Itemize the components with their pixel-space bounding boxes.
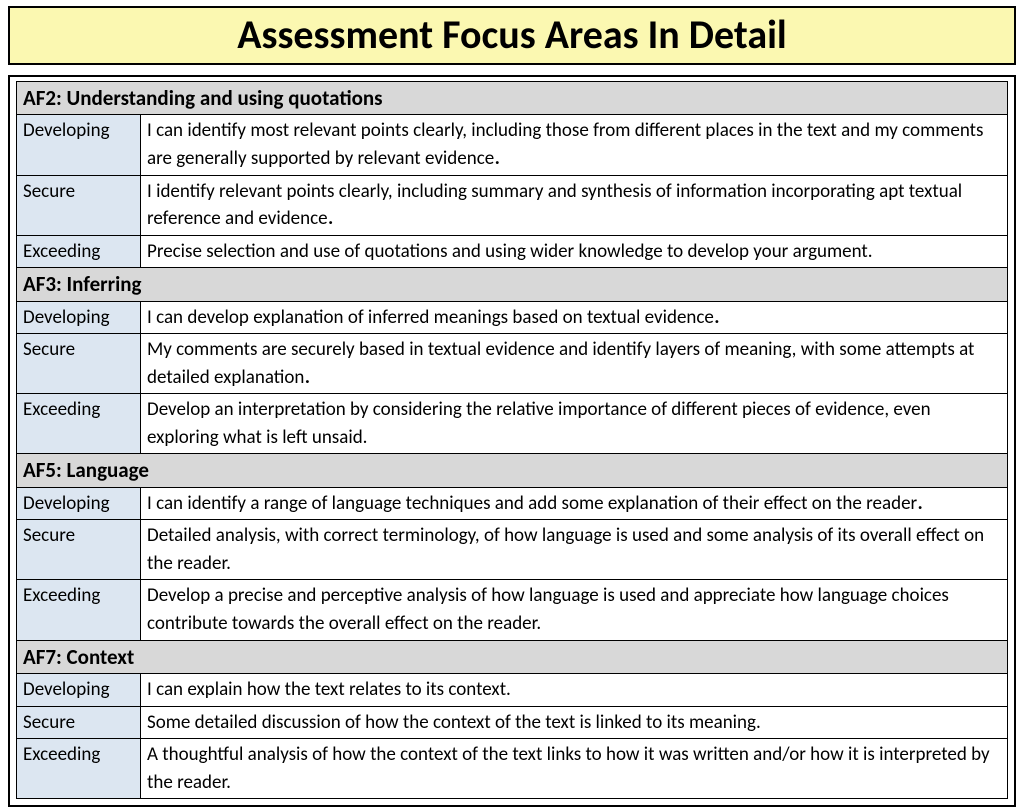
description-text: A thoughtful analysis of how the context…	[147, 743, 990, 794]
table-row: Exceeding Precise selection and use of qu…	[17, 235, 1008, 268]
table-row: Developing I can identify a range of lang…	[17, 487, 1008, 520]
table-row: Developing I can develop explanation of i…	[17, 301, 1008, 334]
period-glyph: .	[917, 487, 923, 516]
description-cell: My comments are securely based in textua…	[141, 334, 1008, 394]
description-cell: I can identify a range of language techn…	[141, 487, 1008, 520]
section-header-cell: AF2: Understanding and using quotations	[17, 82, 1008, 115]
level-cell: Secure	[17, 520, 141, 580]
description-text: I can identify most relevant points clea…	[147, 119, 983, 170]
description-cell: Some detailed discussion of how the cont…	[141, 706, 1008, 739]
period-glyph: .	[494, 142, 500, 171]
description-text: Precise selection and use of quotations …	[147, 240, 873, 263]
level-cell: Secure	[17, 175, 141, 235]
level-cell: Developing	[17, 115, 141, 175]
level-cell: Secure	[17, 706, 141, 739]
description-text: Develop a precise and perceptive analysi…	[147, 584, 949, 635]
period-glyph: .	[714, 301, 720, 330]
section-header-cell: AF7: Context	[17, 640, 1008, 673]
section-header-cell: AF3: Inferring	[17, 268, 1008, 301]
period-glyph: .	[328, 202, 334, 231]
description-cell: Detailed analysis, with correct terminol…	[141, 520, 1008, 580]
description-cell: I can explain how the text relates to it…	[141, 673, 1008, 706]
section-header: AF3: Inferring	[17, 268, 1008, 301]
table-row: Developing I can explain how the text rel…	[17, 673, 1008, 706]
level-cell: Developing	[17, 301, 141, 334]
description-text: Detailed analysis, with correct terminol…	[147, 524, 984, 575]
description-text: Some detailed discussion of how the cont…	[147, 711, 761, 734]
description-cell: I identify relevant points clearly, incl…	[141, 175, 1008, 235]
level-cell: Exceeding	[17, 580, 141, 640]
description-cell: A thoughtful analysis of how the context…	[141, 739, 1008, 799]
level-cell: Developing	[17, 487, 141, 520]
level-cell: Exceeding	[17, 394, 141, 454]
description-text: I can explain how the text relates to it…	[147, 678, 511, 701]
description-cell: Develop an interpretation by considering…	[141, 394, 1008, 454]
table-frame: AF2: Understanding and using quotationsD…	[8, 75, 1016, 807]
description-cell: Develop a precise and perceptive analysi…	[141, 580, 1008, 640]
section-header: AF5: Language	[17, 454, 1008, 487]
description-cell: I can identify most relevant points clea…	[141, 115, 1008, 175]
table-row: SecureMy comments are securely based in …	[17, 334, 1008, 394]
section-header-cell: AF5: Language	[17, 454, 1008, 487]
period-glyph: .	[304, 361, 310, 390]
description-text: I identify relevant points clearly, incl…	[147, 180, 962, 231]
table-row: SecureDetailed analysis, with correct te…	[17, 520, 1008, 580]
table-row: SecureI identify relevant points clearly…	[17, 175, 1008, 235]
table-row: Secure Some detailed discussion of how th…	[17, 706, 1008, 739]
assessment-table: AF2: Understanding and using quotationsD…	[16, 81, 1008, 799]
section-header: AF2: Understanding and using quotations	[17, 82, 1008, 115]
page-title: Assessment Focus Areas In Detail	[8, 6, 1016, 65]
description-text: Develop an interpretation by considering…	[147, 398, 931, 449]
section-header: AF7: Context	[17, 640, 1008, 673]
level-cell: Exceeding	[17, 739, 141, 799]
table-row: DevelopingI can identify most relevant p…	[17, 115, 1008, 175]
level-cell: Developing	[17, 673, 141, 706]
table-row: ExceedingA thoughtful analysis of how th…	[17, 739, 1008, 799]
level-cell: Secure	[17, 334, 141, 394]
description-text: My comments are securely based in textua…	[147, 338, 974, 389]
table-row: ExceedingDevelop an interpretation by co…	[17, 394, 1008, 454]
description-text: I can identify a range of language techn…	[147, 492, 917, 515]
table-row: ExceedingDevelop a precise and perceptiv…	[17, 580, 1008, 640]
description-text: I can develop explanation of inferred me…	[147, 306, 714, 329]
level-cell: Exceeding	[17, 235, 141, 268]
description-cell: Precise selection and use of quotations …	[141, 235, 1008, 268]
description-cell: I can develop explanation of inferred me…	[141, 301, 1008, 334]
